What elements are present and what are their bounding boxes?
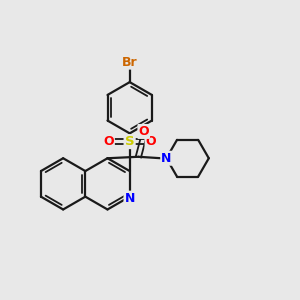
Text: Br: Br: [122, 56, 137, 69]
Text: O: O: [146, 135, 156, 148]
Text: N: N: [161, 152, 172, 165]
Text: O: O: [138, 125, 149, 138]
Text: S: S: [125, 135, 134, 148]
Text: N: N: [124, 192, 135, 205]
Text: O: O: [103, 135, 114, 148]
